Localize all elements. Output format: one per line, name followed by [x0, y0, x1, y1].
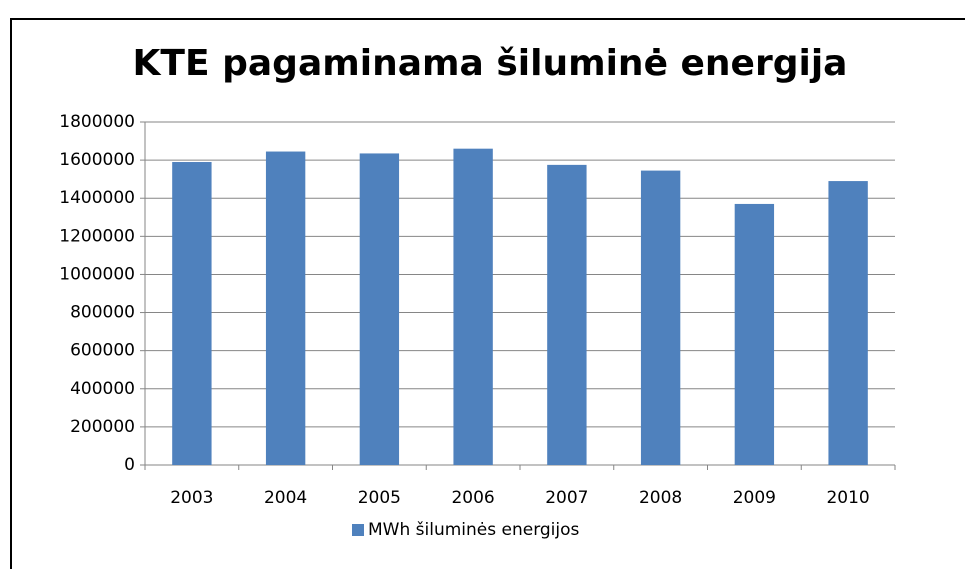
bar	[734, 203, 775, 465]
x-tick-label: 2003	[170, 488, 213, 508]
bar	[265, 151, 306, 465]
bar	[828, 181, 868, 466]
x-tick-label: 2010	[826, 488, 869, 508]
y-tick-label: 1400000	[59, 188, 135, 208]
y-tick-label: 400000	[70, 379, 135, 399]
y-tick-label: 1800000	[59, 112, 135, 132]
legend-label: MWh šiluminės energijos	[368, 520, 580, 540]
x-tick-label: 2005	[358, 488, 401, 508]
bar	[640, 170, 681, 465]
x-tick-label: 2009	[733, 488, 776, 508]
bar	[172, 162, 212, 465]
x-tick-label: 2004	[264, 488, 307, 508]
bar	[547, 164, 587, 465]
y-tick-label: 1000000	[59, 264, 135, 284]
chart-title: KTE pagaminama šiluminė energija	[133, 43, 848, 84]
legend-swatch	[352, 524, 364, 536]
y-tick-label: 0	[124, 455, 135, 475]
y-tick-label: 1200000	[59, 226, 135, 246]
x-tick-label: 2006	[451, 488, 494, 508]
x-tick-label: 2007	[545, 488, 588, 508]
y-tick-label: 800000	[70, 303, 135, 323]
bar	[359, 153, 400, 466]
y-tick-label: 1600000	[59, 150, 135, 170]
y-tick-label: 600000	[70, 341, 135, 361]
bar	[453, 148, 493, 465]
y-tick-label: 200000	[70, 417, 135, 437]
x-tick-label: 2008	[639, 488, 682, 508]
